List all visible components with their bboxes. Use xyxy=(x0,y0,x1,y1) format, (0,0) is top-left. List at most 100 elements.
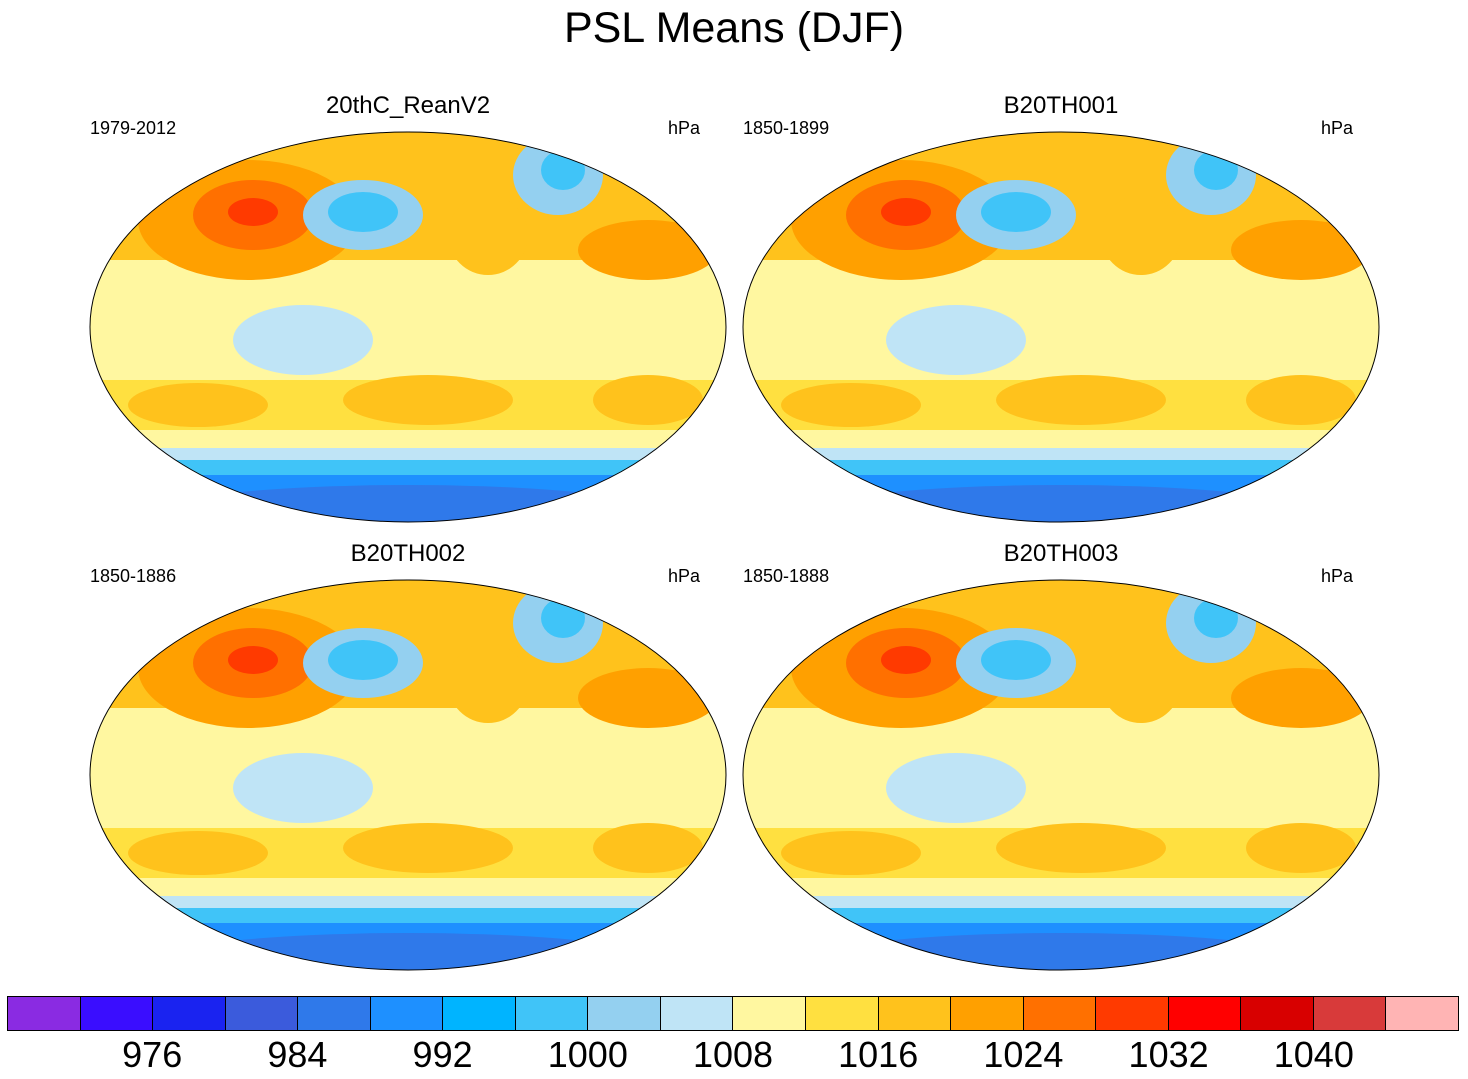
south-indian-high xyxy=(781,383,921,427)
colorbar-tick-label: 984 xyxy=(267,1034,328,1075)
south-pacific-high xyxy=(343,375,513,425)
pressure-band xyxy=(90,896,726,908)
colorbar-swatch xyxy=(298,997,371,1030)
panel-title: 20thC_ReanV2 xyxy=(325,92,491,119)
aleutian-low-core xyxy=(328,192,398,232)
colorbar-tick-label: 1040 xyxy=(1273,1034,1354,1075)
colorbar-tick-label: 1000 xyxy=(547,1034,628,1075)
pressure-band xyxy=(90,708,726,828)
colorbar-swatch xyxy=(1168,997,1242,1030)
maritime-low xyxy=(233,305,373,375)
antarctic-trough xyxy=(148,933,668,970)
colorbar-swatch xyxy=(951,997,1024,1030)
colorbar-swatch xyxy=(443,997,516,1030)
pressure-band xyxy=(743,580,1379,638)
icelandic-low-core xyxy=(1194,150,1238,190)
psl-map xyxy=(742,579,1380,971)
azores-high xyxy=(1231,220,1371,280)
pressure-band xyxy=(90,260,726,380)
pressure-band xyxy=(90,580,726,638)
pressure-band xyxy=(743,908,1379,923)
aleutian-low-core xyxy=(981,192,1051,232)
colorbar-tick-label: 1008 xyxy=(692,1034,774,1075)
south-atlantic-high xyxy=(1246,375,1356,425)
north-america-high xyxy=(1101,643,1181,723)
panel-years: 1850-1899 xyxy=(743,118,830,138)
panel-years: 1850-1888 xyxy=(743,566,830,586)
panel-units: hPa xyxy=(668,566,701,586)
north-america-high xyxy=(448,195,528,275)
south-indian-high xyxy=(128,831,268,875)
panel-units: hPa xyxy=(668,118,701,138)
south-atlantic-high xyxy=(1246,823,1356,873)
icelandic-low-core xyxy=(541,150,585,190)
colorbar-swatch xyxy=(1313,997,1387,1030)
panel-years: 1850-1886 xyxy=(90,566,177,586)
north-america-high xyxy=(448,643,528,723)
map-border xyxy=(742,131,1380,523)
colorbar-swatch xyxy=(1386,997,1458,1030)
colorbar-labels: 976 984 992 1000 1008 1016 1024 1032 1040 xyxy=(7,1034,1459,1078)
south-atlantic-high xyxy=(593,375,703,425)
panel-units: hPa xyxy=(1321,566,1354,586)
colorbar-swatch xyxy=(8,997,81,1030)
south-indian-high xyxy=(128,383,268,427)
south-atlantic-high xyxy=(593,823,703,873)
pressure-band xyxy=(90,430,726,448)
siberian-high-peak xyxy=(881,646,931,674)
pressure-band xyxy=(743,896,1379,908)
pressure-band xyxy=(90,132,726,190)
panel-title: B20TH002 xyxy=(350,540,466,567)
map-border xyxy=(89,131,727,523)
map-panel-4: B20TH003 1850-1888 hPa xyxy=(741,540,1401,976)
pressure-band xyxy=(90,460,726,475)
colorbar-swatch xyxy=(515,997,589,1030)
map-panel-1: 20thC_ReanV2 1979-2012 hPa xyxy=(88,92,748,528)
colorbar-swatch xyxy=(370,997,444,1030)
colorbar-swatch xyxy=(80,997,154,1030)
pressure-band xyxy=(90,908,726,923)
azores-high xyxy=(1231,668,1371,728)
panel-units: hPa xyxy=(1321,118,1354,138)
siberian-high-peak xyxy=(228,198,278,226)
siberian-high-peak xyxy=(881,198,931,226)
pressure-band xyxy=(743,260,1379,380)
map-border xyxy=(742,579,1380,971)
south-pacific-high xyxy=(343,823,513,873)
colorbar-swatch xyxy=(1023,997,1097,1030)
panel-title: B20TH003 xyxy=(1003,540,1119,567)
icelandic-low-core xyxy=(1194,598,1238,638)
colorbar-swatch xyxy=(1241,997,1314,1030)
aleutian-low-core xyxy=(328,640,398,680)
colorbar-swatch xyxy=(588,997,661,1030)
figure-title: PSL Means (DJF) xyxy=(563,4,905,52)
pressure-band xyxy=(743,878,1379,896)
panel-years: 1979-2012 xyxy=(90,118,177,138)
azores-high xyxy=(578,220,718,280)
colorbar-swatch xyxy=(153,997,226,1030)
colorbar xyxy=(7,996,1459,1031)
colorbar-swatch xyxy=(660,997,734,1030)
panel-title: B20TH001 xyxy=(1003,92,1119,119)
colorbar-tick-label: 1016 xyxy=(838,1034,919,1075)
pressure-band xyxy=(743,430,1379,448)
maritime-low xyxy=(886,753,1026,823)
colorbar-swatch xyxy=(225,997,299,1030)
pressure-band xyxy=(90,878,726,896)
colorbar-swatch xyxy=(733,997,807,1030)
pressure-band xyxy=(743,448,1379,460)
antarctic-trough xyxy=(148,485,668,522)
south-indian-high xyxy=(781,831,921,875)
colorbar-swatch xyxy=(1096,997,1169,1030)
psl-map xyxy=(89,131,727,523)
psl-map xyxy=(89,579,727,971)
pressure-band xyxy=(90,448,726,460)
icelandic-low-core xyxy=(541,598,585,638)
colorbar-tick-label: 1024 xyxy=(983,1034,1064,1075)
colorbar-tick-label: 976 xyxy=(122,1034,183,1075)
psl-map xyxy=(742,131,1380,523)
colorbar-tick-label: 992 xyxy=(412,1034,473,1075)
south-pacific-high xyxy=(996,823,1166,873)
map-panel-2: B20TH001 1850-1899 hPa xyxy=(741,92,1401,528)
map-border xyxy=(89,579,727,971)
